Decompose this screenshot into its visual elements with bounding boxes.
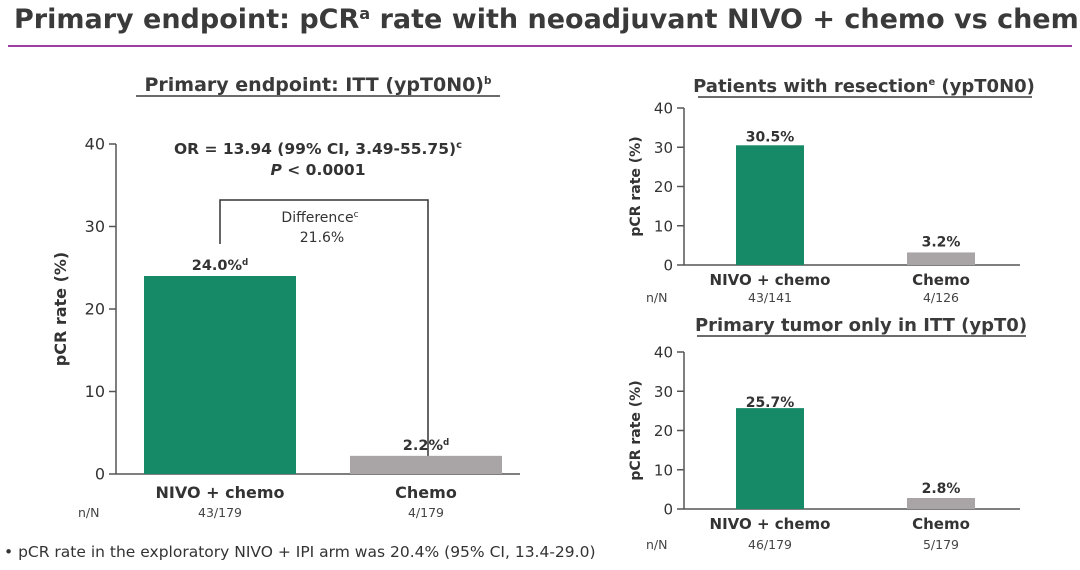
chart1-bar-nivo-chemo bbox=[144, 276, 296, 474]
chart3-value-label: 25.7% bbox=[746, 395, 795, 411]
chart2-n-value: 43/141 bbox=[748, 290, 792, 305]
main-chart-annotations: OR = 13.94 (99% CI, 3.49-55.75)c P < 0.0… bbox=[174, 140, 462, 456]
chart2-y-tick-label: 0 bbox=[663, 257, 673, 275]
chart2-y-tick-label: 30 bbox=[654, 139, 673, 157]
difference-bracket bbox=[219, 199, 429, 456]
difference-value: 21.6% bbox=[300, 230, 344, 246]
chart2-y-label: pCR rate (%) bbox=[628, 136, 644, 236]
title-divider bbox=[8, 45, 1072, 47]
chart3-bar-nivo-chemo bbox=[736, 408, 804, 509]
chart2-title: Patients with resectione (ypT0N0) bbox=[693, 76, 1035, 97]
difference-label: Differencec bbox=[281, 210, 358, 226]
chart2-bar-nivo-chemo bbox=[736, 145, 804, 265]
footnote: • pCR rate in the exploratory NIVO + IPI… bbox=[4, 543, 596, 561]
chart2-value-label: 30.5% bbox=[746, 129, 795, 145]
chart2-value-label: 3.2% bbox=[922, 234, 961, 250]
chart3-y-tick-label: 20 bbox=[654, 422, 673, 440]
chart2-y-tick-label: 10 bbox=[654, 217, 673, 235]
chart3-y-tick-label: 0 bbox=[663, 501, 673, 519]
chart3-category-label: Chemo bbox=[912, 515, 970, 533]
chart3-nN-label: n/N bbox=[646, 537, 667, 552]
chart1-nN-label: n/N bbox=[78, 505, 99, 520]
chart3-y-label: pCR rate (%) bbox=[628, 380, 644, 480]
chart1-y-tick-label: 40 bbox=[85, 135, 105, 154]
chart3-title: Primary tumor only in ITT (ypT0) bbox=[695, 315, 1027, 336]
chart1-category-label: NIVO + chemo bbox=[156, 483, 285, 502]
chart3-category-label: NIVO + chemo bbox=[710, 515, 831, 533]
chart3-y-tick-label: 30 bbox=[654, 383, 673, 401]
chart1-y-tick-label: 0 bbox=[95, 465, 105, 484]
chart1-bar-chemo bbox=[350, 455, 502, 474]
page-title: Primary endpoint: pCRa rate with neoadju… bbox=[14, 4, 1080, 35]
chart1-n-value: 43/179 bbox=[198, 505, 242, 520]
chart1-category-label: Chemo bbox=[395, 483, 457, 502]
chart2-n-value: 4/126 bbox=[923, 290, 959, 305]
chart2-nN-label: n/N bbox=[646, 290, 667, 305]
chart1-value-label: 24.0%d bbox=[192, 258, 249, 274]
chart3-n-value: 46/179 bbox=[748, 537, 792, 552]
chart1-value-label: 2.2%d bbox=[403, 438, 449, 454]
odds-ratio-text: OR = 13.94 (99% CI, 3.49-55.75)c bbox=[174, 140, 462, 158]
chart3-value-label: 2.8% bbox=[922, 481, 961, 497]
chart1-y-tick-label: 10 bbox=[85, 382, 105, 401]
chart1-y-tick-label: 30 bbox=[85, 217, 105, 236]
chart3-n-value: 5/179 bbox=[923, 537, 959, 552]
chart2-category-label: Chemo bbox=[912, 271, 970, 289]
chart2-bar-chemo bbox=[907, 252, 975, 265]
p-value-text: P < 0.0001 bbox=[271, 161, 366, 179]
chart1-title: Primary endpoint: ITT (ypT0N0)b bbox=[145, 74, 492, 96]
chart3-y-tick-label: 40 bbox=[654, 344, 673, 362]
chart2-y-tick-label: 20 bbox=[654, 178, 673, 196]
chart2-category-label: NIVO + chemo bbox=[710, 271, 831, 289]
chart1-y-label: pCR rate (%) bbox=[51, 252, 70, 367]
chart3-y-tick-label: 10 bbox=[654, 461, 673, 479]
chart2-y-tick-label: 40 bbox=[654, 100, 673, 118]
chart1-n-value: 4/179 bbox=[408, 505, 444, 520]
chart1-y-tick-label: 20 bbox=[85, 300, 105, 319]
chart3-bar-chemo bbox=[907, 498, 975, 509]
